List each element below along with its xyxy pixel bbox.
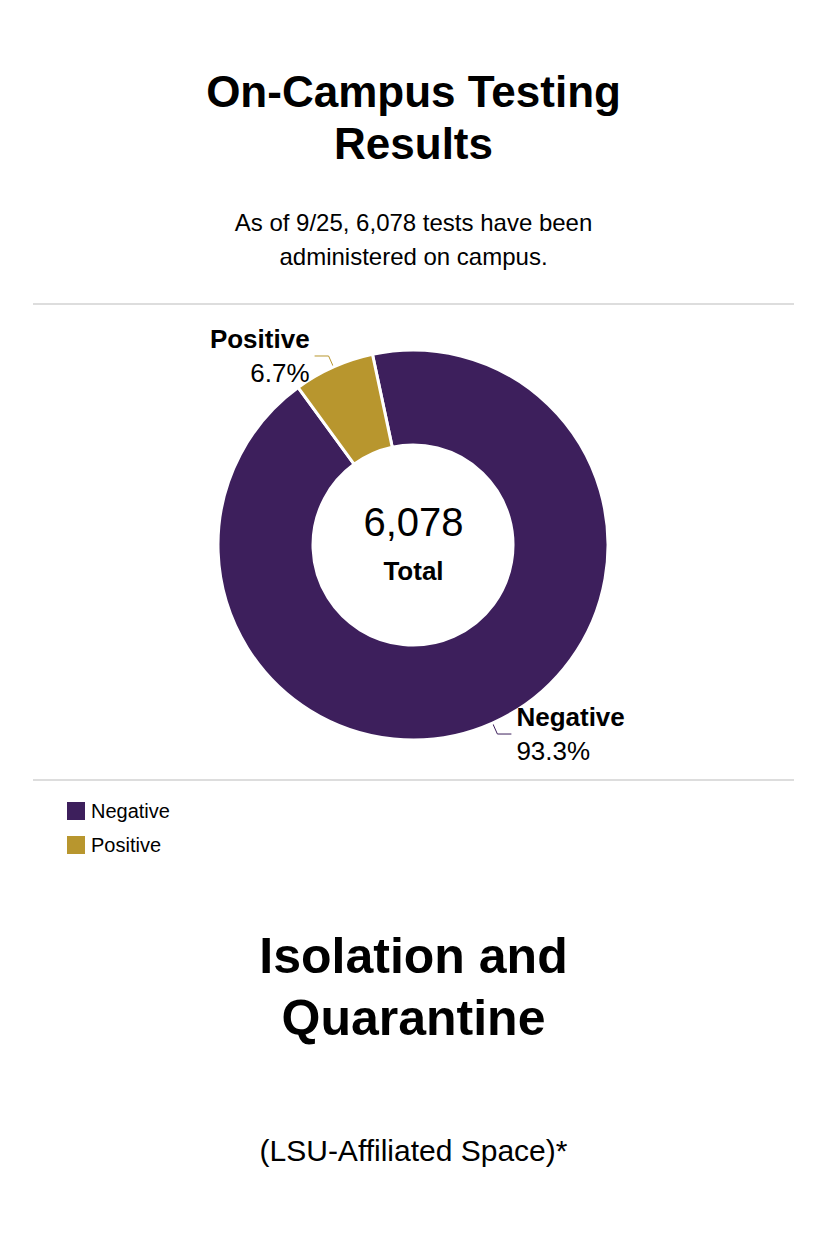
svg-text:(LSU-Affiliated Space)*: (LSU-Affiliated Space)* [260,1134,568,1167]
svg-text:Quarantine: Quarantine [282,990,546,1046]
svg-text:On-Campus Testing: On-Campus Testing [206,67,621,116]
svg-text:Negative: Negative [91,800,170,822]
svg-text:Isolation and: Isolation and [259,928,567,984]
svg-text:6,078: 6,078 [363,500,463,544]
svg-text:Positive: Positive [210,324,310,354]
svg-text:6.7%: 6.7% [250,358,309,388]
svg-text:Negative: Negative [516,702,624,732]
svg-text:Results: Results [334,119,493,168]
svg-text:administered on campus.: administered on campus. [279,243,547,270]
svg-text:Positive: Positive [91,834,161,856]
svg-text:93.3%: 93.3% [516,736,590,766]
svg-text:As of 9/25, 6,078 tests have b: As of 9/25, 6,078 tests have been [235,209,593,236]
svg-text:Total: Total [383,556,443,586]
